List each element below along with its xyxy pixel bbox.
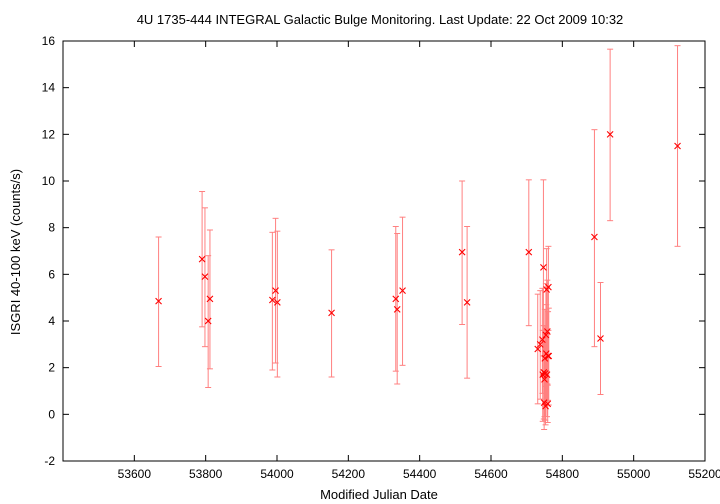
data-point [597, 335, 604, 342]
x-tick-label: 55000 [617, 467, 651, 481]
plot-frame [62, 40, 706, 462]
data-point [540, 263, 547, 271]
data-point [392, 295, 400, 303]
data-point [536, 340, 544, 348]
x-tick-label: 54200 [332, 467, 366, 481]
data-point [268, 296, 276, 304]
error-bars [155, 45, 681, 430]
data-point [393, 305, 401, 313]
data-point [534, 345, 542, 353]
x-tick-label: 53800 [189, 467, 223, 481]
data-point [328, 309, 335, 317]
y-tick-label: 4 [48, 314, 55, 328]
data-points [155, 130, 681, 410]
data-point [525, 248, 533, 256]
error-bar [591, 129, 598, 348]
data-point [674, 142, 681, 150]
y-tick-label: 2 [48, 361, 55, 375]
data-point [543, 328, 551, 335]
data-point [272, 287, 279, 295]
x-tick-label: 54400 [403, 467, 437, 481]
x-tick-label: 55200 [688, 467, 720, 481]
data-point [545, 352, 553, 360]
y-tick-label: 12 [42, 127, 56, 141]
data-point [273, 298, 281, 306]
data-point [543, 371, 551, 379]
x-tick-label: 53600 [118, 467, 152, 481]
data-point [541, 375, 548, 383]
data-point [544, 400, 552, 408]
y-tick-label: 10 [42, 174, 56, 188]
data-point [399, 287, 406, 295]
data-point [463, 298, 471, 306]
data-point [541, 354, 549, 362]
y-tick-label: 0 [48, 407, 55, 421]
data-point [606, 130, 614, 138]
data-point [201, 273, 209, 281]
y-tick-label: 14 [42, 81, 56, 95]
y-axis-title: ISGRI 40-100 keV (counts/s) [8, 169, 23, 335]
error-bar [269, 231, 276, 371]
data-point [545, 283, 552, 291]
data-point [538, 336, 546, 344]
chart-title: 4U 1735-444 INTEGRAL Galactic Bulge Moni… [137, 12, 624, 27]
data-point [206, 295, 214, 303]
data-point [542, 331, 550, 339]
data-point [458, 248, 466, 256]
data-point [155, 297, 162, 305]
x-axis-title: Modified Julian Date [320, 487, 438, 502]
axis-ticks: -2 0 2 4 6 8 10 12 14 16 53600 53800 54000 54200 54400… [42, 34, 720, 481]
x-tick-label: 54800 [546, 467, 580, 481]
data-point [591, 233, 598, 241]
error-bar [274, 230, 281, 378]
x-tick-label: 54000 [260, 467, 294, 481]
data-point [198, 255, 206, 263]
y-tick-label: 16 [42, 34, 56, 48]
y-tick-label: 8 [48, 221, 55, 235]
data-point [204, 317, 212, 325]
y-tick-label: 6 [48, 267, 55, 281]
x-tick-label: 54600 [474, 467, 508, 481]
y-tick-label: -2 [44, 454, 55, 468]
